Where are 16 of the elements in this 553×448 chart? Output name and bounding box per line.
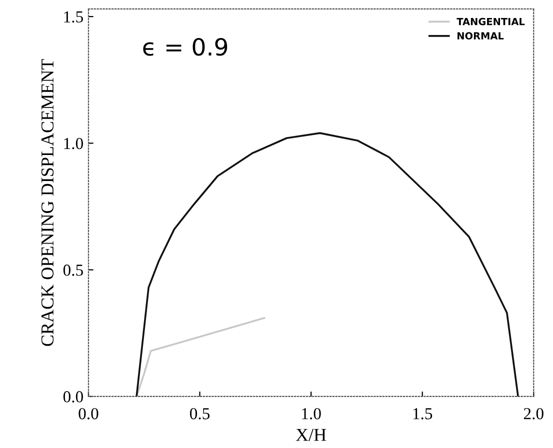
x-axis-title: X/H — [296, 428, 326, 441]
x-tick-label: 0.5 — [190, 408, 210, 420]
x-tick-label: 0.0 — [78, 408, 98, 420]
line-series — [136, 317, 266, 396]
y-axis-title: CRACK OPENING DISPLACEMENT — [41, 59, 54, 346]
y-tick-label: 0.5 — [63, 264, 83, 276]
x-tick-label: 1.0 — [302, 408, 321, 420]
legend-label: NORMAL — [458, 32, 504, 40]
legend-label: TANGENTIAL — [456, 18, 525, 26]
y-tick-label: 0.0 — [63, 391, 83, 402]
x-tick-label: 1.5 — [413, 408, 432, 420]
y-tick-label: 1.5 — [64, 11, 83, 23]
annotation: ϵ = 0.9 — [143, 38, 228, 56]
y-tick-label: 1.0 — [64, 138, 83, 150]
line-series — [136, 132, 519, 396]
x-tick-label: 2.0 — [524, 408, 544, 420]
